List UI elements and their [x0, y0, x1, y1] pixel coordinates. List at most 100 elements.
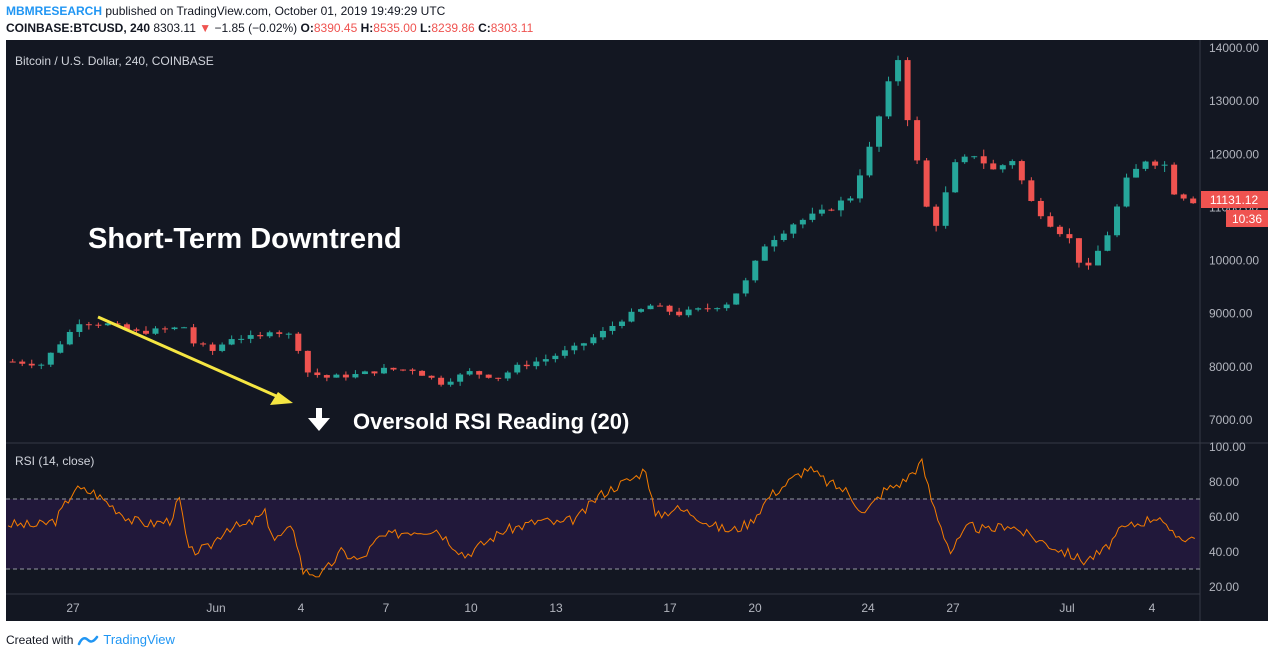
candle-body [57, 344, 64, 353]
candle-body [342, 374, 349, 378]
candle-body [961, 156, 968, 163]
candle-body [371, 371, 378, 374]
candle-body [1152, 161, 1159, 166]
time-tick-label: 4 [298, 601, 305, 615]
candle-body [209, 344, 216, 351]
candle-body [704, 308, 711, 310]
candle-body [1066, 234, 1073, 239]
trend-arrow-line [97, 315, 284, 401]
candle-body [818, 209, 825, 214]
candle-body [933, 206, 940, 226]
candle-body [1114, 206, 1121, 236]
time-tick-label: 27 [66, 601, 80, 615]
tradingview-brand-link[interactable]: TradingView [103, 632, 175, 647]
rsi-line [7, 457, 1196, 578]
rsi-band [6, 499, 1200, 569]
footer: Created with TradingView [6, 632, 175, 647]
rsi-tick-label: 40.00 [1209, 545, 1239, 559]
candle-body [457, 374, 464, 382]
candle-body [1104, 235, 1111, 251]
candle-body [352, 374, 359, 378]
price-tick-label: 7000.00 [1209, 413, 1253, 427]
downtrend-annotation: Short-Term Downtrend [88, 223, 402, 255]
candle-body [1142, 161, 1149, 169]
candle-body [257, 335, 264, 337]
candle-body [780, 233, 787, 241]
candle-body [1018, 161, 1025, 181]
candle-body [323, 375, 330, 378]
candles-series [9, 55, 1197, 387]
publisher-name[interactable]: MBMRESEARCH [6, 4, 102, 18]
candle-body [666, 305, 673, 312]
candle-body [162, 328, 169, 330]
candle-body [904, 60, 911, 121]
candle-body [476, 371, 483, 375]
candle-body [390, 367, 397, 370]
candle-body [990, 163, 997, 170]
publish-header: MBMRESEARCH published on TradingView.com… [6, 4, 445, 18]
candle-body [980, 156, 987, 164]
candle-body [171, 327, 178, 330]
candle-body [1056, 226, 1063, 235]
candle-body [247, 335, 254, 339]
candle-body [76, 324, 83, 332]
candle-body [142, 330, 149, 334]
candle-body [1075, 238, 1082, 263]
candle-body [856, 175, 863, 199]
last-value: 8303.11 [153, 21, 196, 35]
oversold-annotation: Oversold RSI Reading (20) [353, 409, 629, 434]
rsi-tick-label: 60.00 [1209, 510, 1239, 524]
candle-body [219, 344, 226, 351]
open-value: 8390.45 [313, 21, 358, 35]
candle-body [723, 304, 730, 309]
candle-body [828, 209, 835, 211]
candle-body [952, 162, 959, 193]
candle-body [647, 305, 654, 310]
price-tick-label: 14000.00 [1209, 41, 1259, 55]
candle-body [228, 339, 235, 345]
candle-body [123, 324, 130, 330]
candle-body [885, 81, 892, 117]
candle-body [580, 343, 587, 346]
time-tick-label: 17 [663, 601, 677, 615]
candle-body [847, 198, 854, 201]
candle-body [866, 146, 873, 176]
candle-body [66, 331, 73, 345]
svg-text:10:36: 10:36 [1232, 212, 1262, 226]
time-tick-label: Jul [1059, 601, 1074, 615]
trend-arrow-head-icon [270, 392, 293, 405]
candle-body [438, 377, 445, 385]
candle-body [19, 361, 26, 364]
down-arrow-icon [308, 408, 330, 431]
candle-body [400, 369, 407, 371]
time-tick-label: 10 [464, 601, 478, 615]
candle-body [1037, 200, 1044, 217]
candle-body [676, 311, 683, 316]
candle-body [152, 328, 159, 334]
candle-body [104, 323, 111, 326]
candle-body [314, 372, 321, 376]
rsi-tick-label: 80.00 [1209, 475, 1239, 489]
candle-body [714, 308, 721, 310]
time-tick-label: Jun [206, 601, 225, 615]
candle-body [1085, 262, 1092, 266]
time-axis: 27 Jun 4 7 10 13 17 20 24 27 Jul 4 [66, 601, 1155, 615]
candle-body [409, 369, 416, 371]
high-label: H: [360, 21, 374, 35]
candle-body [695, 308, 702, 310]
candle-body [590, 337, 597, 344]
main-legend: Bitcoin / U.S. Dollar, 240, COINBASE [15, 54, 214, 68]
candle-body [266, 332, 273, 337]
candle-body [1190, 198, 1197, 204]
candle-body [523, 364, 530, 367]
candle-body [1171, 164, 1178, 195]
candle-body [28, 363, 35, 366]
price-tick-label: 8000.00 [1209, 360, 1253, 374]
candle-body [447, 381, 454, 385]
candle-body [761, 246, 768, 261]
candle-body [999, 165, 1006, 170]
candle-body [495, 377, 502, 379]
price-axis: 14000.0013000.0012000.0011000.0010000.00… [1209, 41, 1259, 427]
rsi-tick-label: 20.00 [1209, 580, 1239, 594]
